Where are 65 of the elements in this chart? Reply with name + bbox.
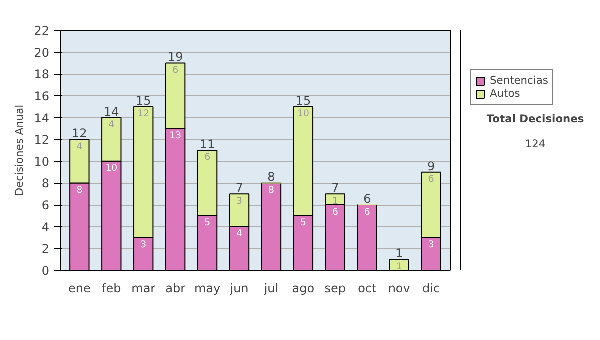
y-tick-label: 22: [34, 24, 50, 38]
total-label: 1: [396, 246, 404, 261]
text: 124: [525, 138, 546, 150]
data-label: 6: [172, 64, 179, 76]
data-label: 13: [170, 130, 182, 142]
x-tick-label: may: [194, 282, 221, 296]
legend-label: Sentencias: [490, 74, 548, 87]
data-label: 4: [108, 120, 115, 130]
y-tick-label: 0: [42, 264, 50, 278]
x-tick-label: mar: [132, 282, 156, 296]
total-label: 19: [168, 50, 184, 64]
total-label: 6: [364, 192, 372, 206]
y-tick-label: 6: [42, 198, 50, 213]
x-tick-label: oct: [358, 282, 377, 296]
x-tick-label: nov: [388, 282, 410, 296]
x-tick-label: sep: [324, 282, 346, 296]
y-tick-label: 2: [42, 242, 50, 256]
total-label: 9: [428, 159, 436, 174]
text: Total Decisiones: [486, 112, 584, 126]
data-label: 6: [364, 206, 370, 218]
data-label: 4: [236, 228, 243, 240]
data-label: 8: [268, 184, 275, 196]
total-label: 11: [200, 138, 216, 152]
data-label: 4: [76, 141, 83, 152]
x-tick-label: jun: [229, 282, 249, 296]
data-label: 3: [236, 196, 243, 207]
data-label: 3: [428, 240, 434, 250]
data-label: 10: [106, 163, 118, 174]
total-label: 8: [268, 170, 276, 184]
data-label: 12: [138, 108, 150, 120]
y-tick-label: 16: [34, 89, 50, 104]
data-label: 1: [396, 261, 402, 272]
data-label: 10: [298, 108, 310, 120]
bar: [389, 259, 410, 270]
data-label: 6: [204, 152, 211, 164]
data-label: 5: [204, 218, 211, 229]
bar: [261, 182, 282, 270]
total-label: 15: [136, 94, 152, 108]
y-tick-label: 12: [34, 133, 50, 148]
y-tick-label: 18: [34, 68, 50, 82]
x-tick-label: dic: [422, 282, 440, 296]
total-label: 7: [332, 181, 340, 196]
x-tick-label: ago: [292, 282, 315, 296]
y-tick-label: 10: [34, 154, 50, 169]
data-label: 6: [332, 206, 338, 218]
data-label: 6: [428, 174, 434, 186]
total-label: 12: [72, 126, 88, 141]
data-label: 5: [300, 218, 306, 229]
y-tick-label: 8: [42, 176, 50, 191]
bar: [357, 204, 378, 270]
legend-label: Autos: [490, 87, 520, 100]
y-tick-label: 4: [42, 220, 50, 234]
data-label: 3: [140, 240, 147, 250]
data-label: 1: [332, 196, 338, 207]
total-label: 15: [296, 94, 312, 108]
y-axis-title: Decisiones Anual: [13, 104, 26, 196]
x-tick-label: feb: [102, 282, 122, 296]
y-tick-label: 14: [34, 111, 50, 126]
x-tick-label: jul: [263, 282, 279, 296]
y-tick-label: 20: [34, 46, 50, 60]
data-label: 8: [76, 184, 83, 196]
x-tick-label: abr: [166, 282, 186, 296]
x-tick-label: ene: [68, 282, 91, 296]
total-label: 7: [236, 181, 244, 196]
total-label: 14: [104, 104, 120, 119]
